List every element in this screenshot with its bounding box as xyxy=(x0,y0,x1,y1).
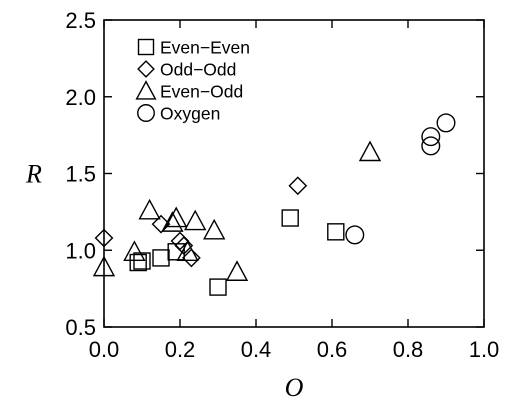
data-point-diamond xyxy=(182,248,201,268)
data-point-circle xyxy=(345,225,365,245)
data-point-diamond xyxy=(151,214,171,234)
x-tick-label: 1.0 xyxy=(469,337,500,362)
legend-marker-square xyxy=(137,38,155,56)
data-point-diamond xyxy=(288,176,308,196)
data-point-circle xyxy=(436,113,456,133)
y-tick-label: 0.5 xyxy=(65,315,96,340)
series-diamond xyxy=(94,176,308,268)
series-triangle xyxy=(92,140,382,281)
data-point-diamond xyxy=(94,228,114,248)
data-point-diamond xyxy=(174,236,194,256)
legend-label: Oxygen xyxy=(160,104,220,124)
data-point-square xyxy=(133,252,151,270)
legend-marker-triangle xyxy=(135,80,157,100)
data-point-square xyxy=(167,243,185,261)
legend-label: Odd−Odd xyxy=(160,60,236,80)
data-point-triangle xyxy=(176,240,199,261)
data-point-square xyxy=(152,249,170,267)
series-circle xyxy=(345,113,456,245)
series-square xyxy=(129,209,345,296)
data-point-triangle xyxy=(138,198,161,220)
x-tick-label: 0.2 xyxy=(165,337,196,362)
x-tick-label: 0.6 xyxy=(317,337,348,362)
data-point-triangle xyxy=(92,255,116,277)
legend-marker-diamond xyxy=(137,60,155,78)
data-point-square xyxy=(129,253,147,272)
x-tick-label: 0.8 xyxy=(393,337,424,362)
y-tick-label: 1.0 xyxy=(65,238,96,263)
data-point-triangle xyxy=(184,209,207,231)
data-point-triangle xyxy=(358,140,382,162)
legend-label: Even−Even xyxy=(160,38,250,58)
data-point-circle xyxy=(421,136,441,156)
legend-marker-circle xyxy=(137,104,155,122)
y-tick-label: 2.0 xyxy=(65,85,96,110)
y-axis-label: R xyxy=(25,160,42,189)
data-point-square xyxy=(209,278,227,296)
data-point-triangle xyxy=(165,206,188,228)
x-axis-label: O xyxy=(285,373,304,402)
x-tick-label: 0.4 xyxy=(241,337,272,362)
data-point-square xyxy=(281,209,299,227)
data-point-square xyxy=(327,223,345,241)
data-point-triangle xyxy=(123,240,146,261)
x-tick-label: 0.0 xyxy=(89,337,120,362)
legend-label: Even−Odd xyxy=(160,82,243,102)
data-point-circle xyxy=(421,127,441,147)
data-point-triangle xyxy=(161,211,184,232)
data-point-triangle xyxy=(203,218,226,240)
data-point-triangle xyxy=(225,260,249,281)
y-tick-label: 2.5 xyxy=(65,8,96,33)
y-tick-label: 1.5 xyxy=(65,162,96,187)
